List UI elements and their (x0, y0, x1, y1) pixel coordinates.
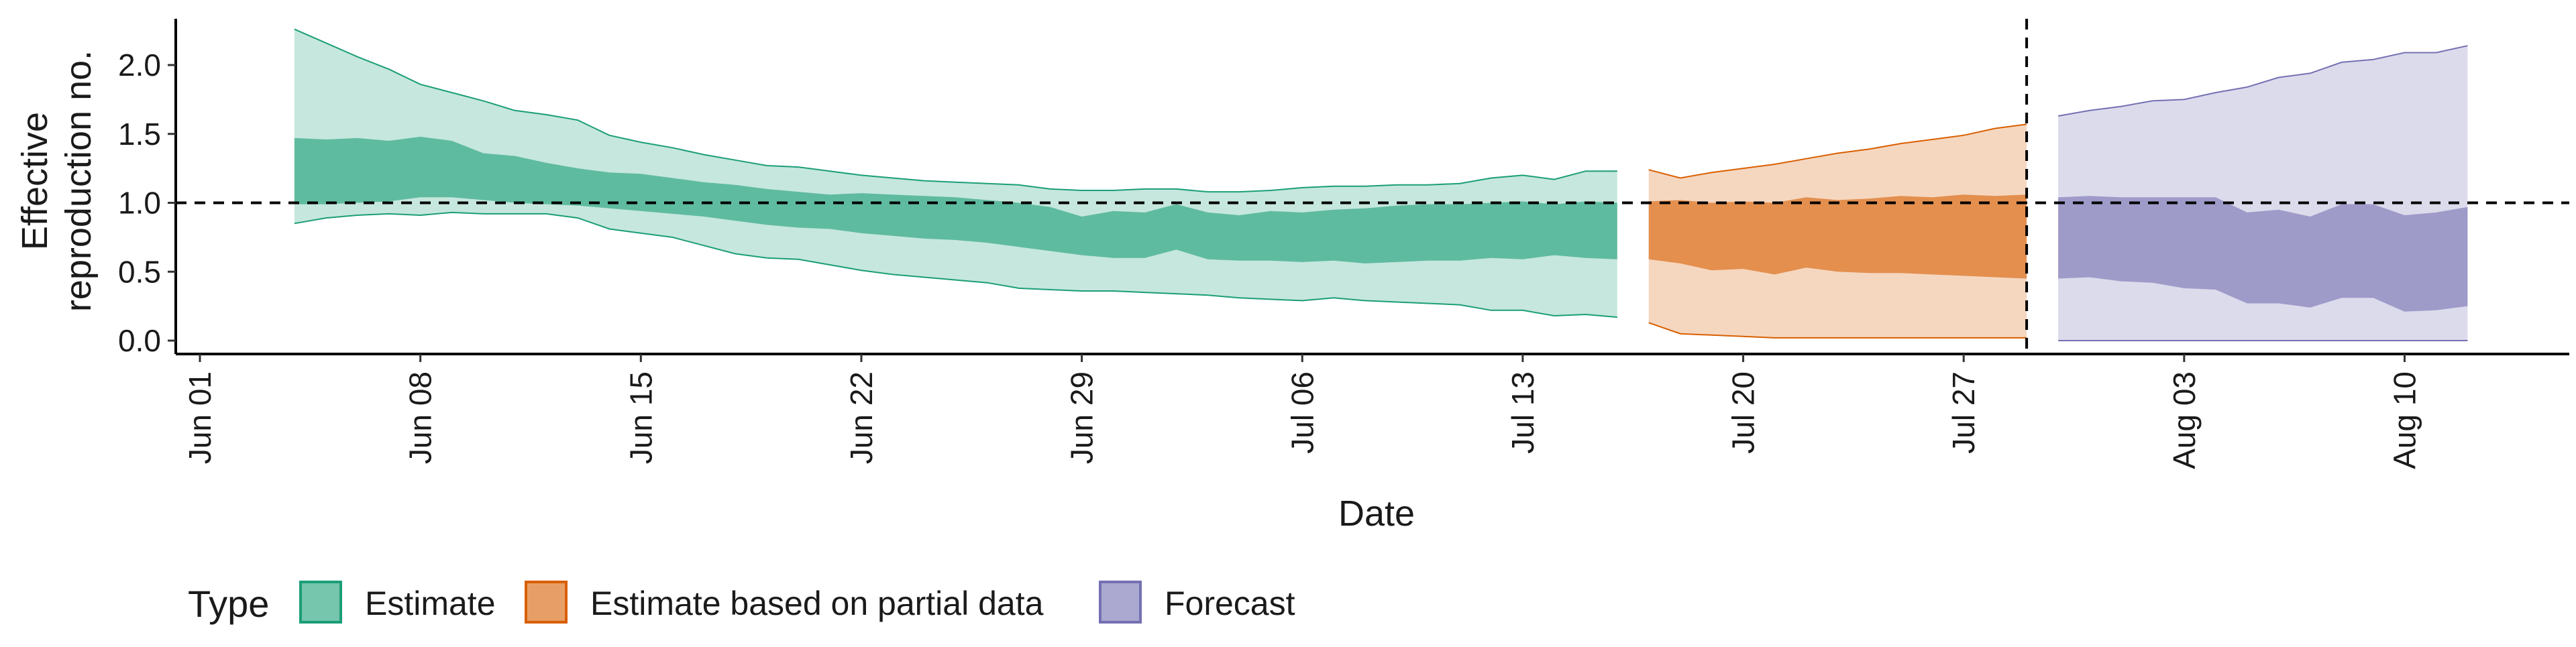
legend-key-estimate-based-on-partial-data (525, 581, 568, 624)
reference-lines (176, 19, 2569, 354)
x-tick-label: Jun 08 (403, 371, 438, 464)
y-tick-label: 0.0 (118, 323, 161, 358)
y-tick-label: 2.0 (118, 48, 161, 82)
x-tick-label: Aug 03 (2167, 371, 2202, 469)
y-tick-label: 1.5 (118, 117, 161, 152)
y-axis-title-line-1: Effective (15, 112, 55, 250)
x-axis-title: Date (1338, 493, 1415, 534)
estimate-upper-edge (294, 28, 1617, 193)
x-tick-label: Jun 22 (844, 371, 879, 464)
estimate-based-on-partial-data-lower-edge (1648, 322, 2027, 339)
x-tick-label: Jul 13 (1505, 371, 1540, 454)
legend: Type Estimate Estimate based on partial d… (188, 581, 1295, 625)
forecast-band-50 (2058, 196, 2468, 312)
legend-label-estimate-based-on-partial-data: Estimate based on partial data (590, 585, 1044, 622)
forecast-upper-edge (2057, 45, 2468, 117)
x-tick-label: Jun 29 (1065, 371, 1099, 464)
x-tick-label: Jun 15 (623, 371, 658, 464)
estimate-based-on-partial-data-band-50 (1648, 194, 2027, 279)
x-tick-label: Jul 06 (1285, 371, 1320, 454)
x-tick-label: Aug 10 (2387, 371, 2422, 469)
axes: 0.0 0.5 1.0 1.5 2.0 Jun 01 Jun 08 Jun 15 Jun 22 J… (118, 19, 2569, 469)
estimate-band-50 (294, 136, 1617, 263)
legend-label-forecast: Forecast (1165, 585, 1295, 622)
x-tick-label: Jun 01 (182, 371, 217, 464)
legend-key-estimate (299, 581, 342, 624)
legend-key-forecast (1099, 581, 1142, 624)
y-tick-label: 0.5 (118, 254, 161, 289)
estimate-lower-edge (294, 211, 1617, 318)
estimate-based-on-partial-data-upper-edge (1648, 123, 2027, 179)
y-tick-label: 1.0 (118, 186, 161, 221)
legend-title: Type (188, 583, 269, 625)
x-tick-label: Jul 20 (1726, 371, 1761, 454)
y-axis-title-line-2: reproduction no. (58, 50, 99, 312)
x-tick-label: Jul 27 (1946, 371, 1981, 454)
legend-label-estimate: Estimate (365, 585, 496, 622)
series-layer (294, 28, 2468, 341)
